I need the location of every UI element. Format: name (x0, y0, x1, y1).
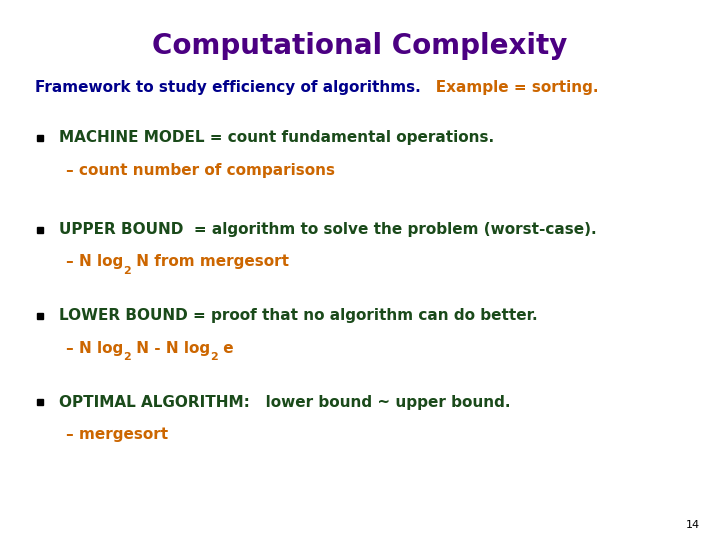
Text: – N log: – N log (66, 254, 124, 269)
Text: Computational Complexity: Computational Complexity (153, 32, 567, 60)
Text: – count number of comparisons: – count number of comparisons (66, 163, 336, 178)
Text: N - N log: N - N log (131, 341, 210, 356)
Text: UPPER BOUND  = algorithm to solve the problem (worst-case).: UPPER BOUND = algorithm to solve the pro… (59, 222, 597, 237)
Text: OPTIMAL ALGORITHM:   lower bound ~ upper bound.: OPTIMAL ALGORITHM: lower bound ~ upper b… (59, 395, 510, 410)
Text: MACHINE MODEL = count fundamental operations.: MACHINE MODEL = count fundamental operat… (59, 130, 494, 145)
Text: – N log: – N log (66, 341, 124, 356)
Text: Framework to study efficiency of algorithms.: Framework to study efficiency of algorit… (35, 80, 420, 95)
Text: N from mergesort: N from mergesort (131, 254, 289, 269)
Text: Example = sorting.: Example = sorting. (420, 80, 599, 95)
Text: – mergesort: – mergesort (66, 427, 168, 442)
Text: 14: 14 (685, 520, 700, 530)
Text: 2: 2 (124, 352, 131, 362)
Text: 2: 2 (210, 352, 218, 362)
Text: 2: 2 (124, 266, 131, 275)
Text: e: e (218, 341, 234, 356)
Text: LOWER BOUND = proof that no algorithm can do better.: LOWER BOUND = proof that no algorithm ca… (59, 308, 538, 323)
